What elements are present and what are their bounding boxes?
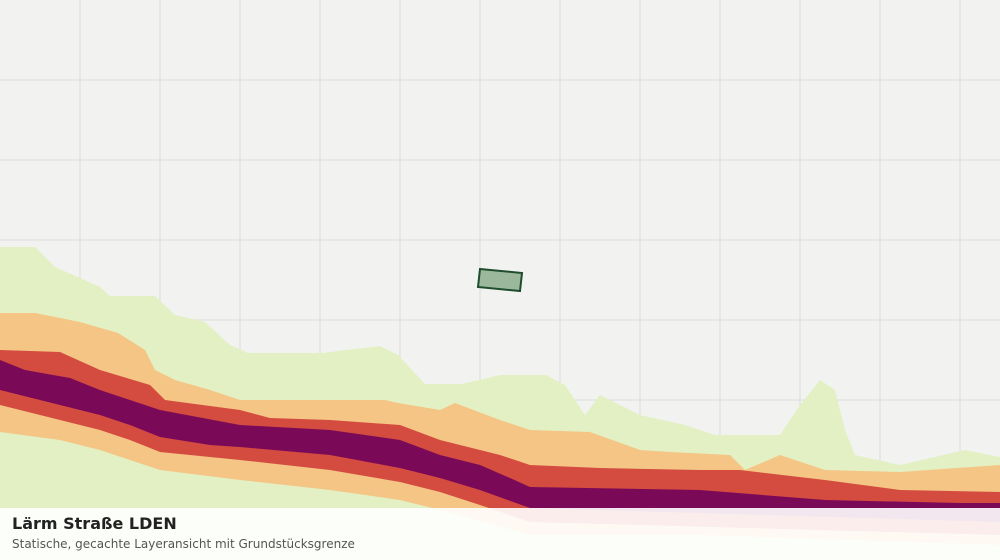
noise-zone-high bbox=[0, 350, 1000, 535]
layer-title: Lärm Straße LDEN bbox=[12, 514, 177, 533]
layer-subtitle: Statische, gecachte Layeransicht mit Gru… bbox=[12, 537, 355, 551]
parcel-boundary[interactable] bbox=[476, 267, 524, 293]
noise-zone-very-high bbox=[0, 360, 1000, 522]
legend-overlay: Lärm Straße LDEN Statische, gecachte Lay… bbox=[0, 508, 1000, 560]
